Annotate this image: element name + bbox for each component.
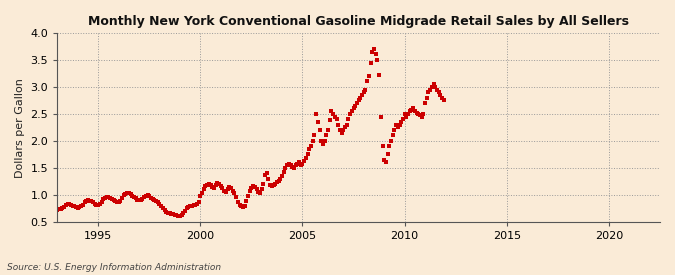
Title: Monthly New York Conventional Gasoline Midgrade Retail Sales by All Sellers: Monthly New York Conventional Gasoline M… [88,15,629,28]
Text: Source: U.S. Energy Information Administration: Source: U.S. Energy Information Administ… [7,263,221,272]
Y-axis label: Dollars per Gallon: Dollars per Gallon [15,78,25,178]
